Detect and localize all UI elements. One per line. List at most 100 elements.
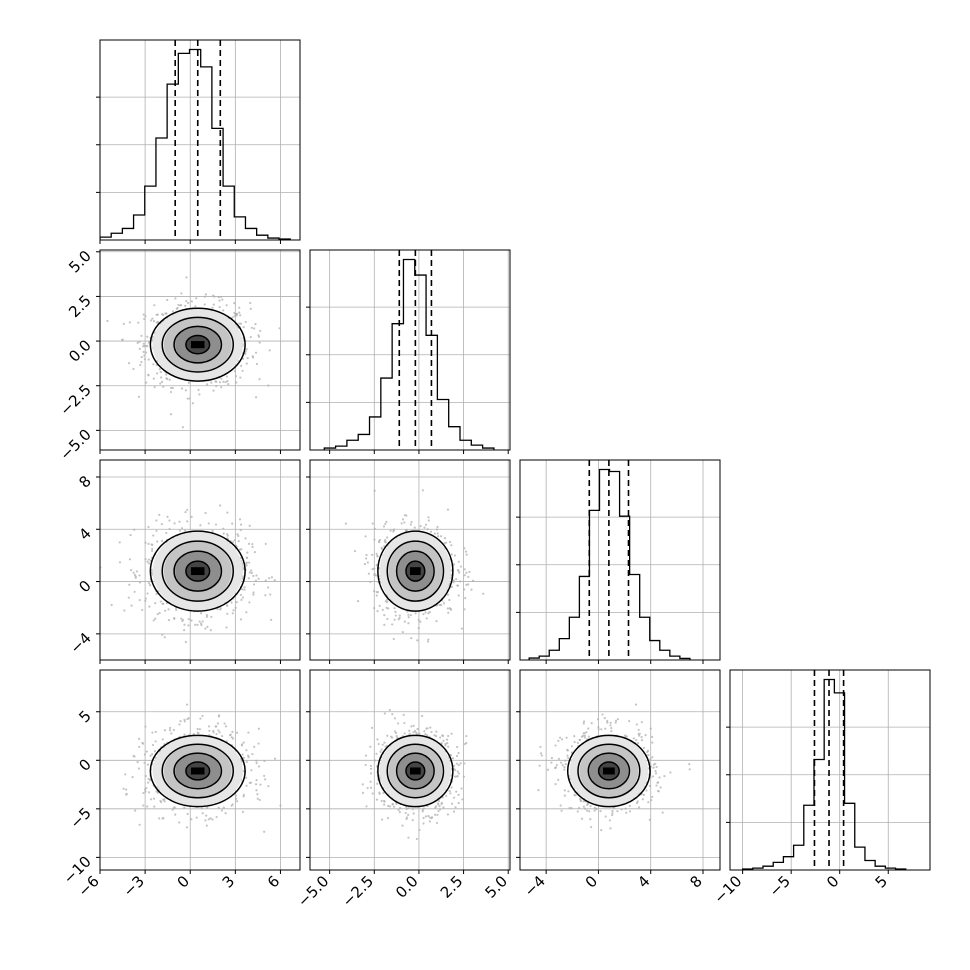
scatter-point [194, 623, 197, 626]
scatter-point [149, 798, 153, 801]
scatter-point [422, 816, 425, 820]
diagonal-panel-0 [96, 39, 301, 241]
scatter-point [425, 617, 428, 620]
scatter-point [472, 579, 475, 582]
scatter-point [201, 714, 204, 718]
scatter-point [230, 804, 233, 807]
scatter-point [398, 614, 401, 617]
scatter-point [423, 526, 426, 529]
scatter-point [421, 714, 424, 718]
scatter-point [436, 532, 439, 535]
scatter-point [375, 564, 378, 567]
scatter-point [178, 723, 181, 726]
scatter-point [463, 742, 467, 746]
scatter-point [394, 614, 397, 617]
scatter-point [155, 519, 158, 522]
scatter-point [401, 630, 404, 634]
scatter-point [231, 522, 234, 525]
scatter-point [245, 556, 248, 559]
scatter-point [133, 528, 136, 531]
scatter-point [254, 783, 258, 786]
scatter-point [407, 836, 410, 839]
scatter-point [225, 304, 228, 307]
contour-line [185, 334, 211, 355]
scatter-point [245, 564, 248, 567]
scatter-point [159, 370, 162, 374]
scatter-point [234, 375, 238, 378]
scatter-point [248, 524, 251, 527]
scatter-point [218, 731, 221, 734]
scatter-point [440, 801, 444, 804]
scatter-point [130, 604, 133, 607]
scatter-point [185, 703, 189, 706]
scatter-point [648, 784, 651, 788]
scatter-point [446, 593, 450, 596]
scatter-point [220, 377, 223, 380]
scatter-point [147, 581, 151, 585]
scatter-point [415, 731, 418, 734]
scatter-point [564, 763, 567, 766]
scatter-point [168, 519, 171, 522]
scatter-point [183, 806, 186, 809]
scatter-point [597, 728, 600, 731]
scatter-point [585, 731, 588, 734]
scatter-point [222, 380, 225, 383]
scatter-point [245, 784, 248, 787]
scatter-point [455, 762, 458, 765]
scatter-point [129, 569, 133, 572]
scatter-point [222, 806, 225, 809]
scatter-point [603, 716, 606, 720]
scatter-point [175, 608, 178, 611]
scatter-point [438, 603, 442, 607]
scatter-point [245, 362, 248, 365]
scatter-point [239, 376, 242, 379]
scatter-point [253, 550, 257, 554]
scatter-point [482, 592, 485, 595]
scatter-panel-0-2 [99, 459, 301, 661]
scatter-point [644, 734, 647, 737]
contour-line [149, 307, 246, 382]
scatter-point [344, 522, 348, 525]
scatter-point [383, 799, 386, 803]
scatter-point [239, 523, 243, 526]
scatter-point [363, 562, 367, 566]
scatter-point [239, 593, 243, 597]
scatter-point [219, 504, 222, 507]
scatter-point [445, 738, 449, 741]
scatter-point [128, 583, 131, 586]
scatter-point [391, 802, 394, 806]
scatter-point [162, 313, 165, 316]
scatter-point [238, 548, 241, 551]
panel-frame [309, 669, 511, 871]
scatter-point [573, 735, 576, 738]
scatter-point [168, 378, 171, 381]
scatter-point [147, 542, 150, 545]
scatter-point [172, 728, 175, 732]
scatter-point [365, 553, 368, 557]
scatter-point [195, 297, 198, 300]
scatter-point [168, 729, 172, 732]
scatter-point [247, 577, 250, 580]
scatter-point [434, 813, 437, 816]
scatter-point [154, 617, 157, 620]
scatter-point [456, 770, 459, 773]
scatter-point [231, 316, 234, 319]
scatter-point [240, 598, 243, 601]
scatter-point [250, 571, 253, 575]
scatter-point [403, 732, 406, 735]
scatter-point [208, 729, 211, 732]
density-peak [190, 341, 205, 349]
scatter-point [253, 745, 256, 748]
contour-line [149, 734, 246, 808]
scatter-point [137, 395, 141, 398]
scatter-point [146, 344, 149, 347]
scatter-point [642, 746, 645, 750]
scatter-point [373, 607, 376, 610]
scatter-point [449, 792, 452, 795]
scatter-point [142, 342, 145, 345]
scatter-point [239, 314, 242, 317]
scatter-point [582, 805, 585, 808]
scatter-point [227, 382, 230, 386]
scatter-point [427, 814, 430, 818]
scatter-point [147, 358, 150, 361]
